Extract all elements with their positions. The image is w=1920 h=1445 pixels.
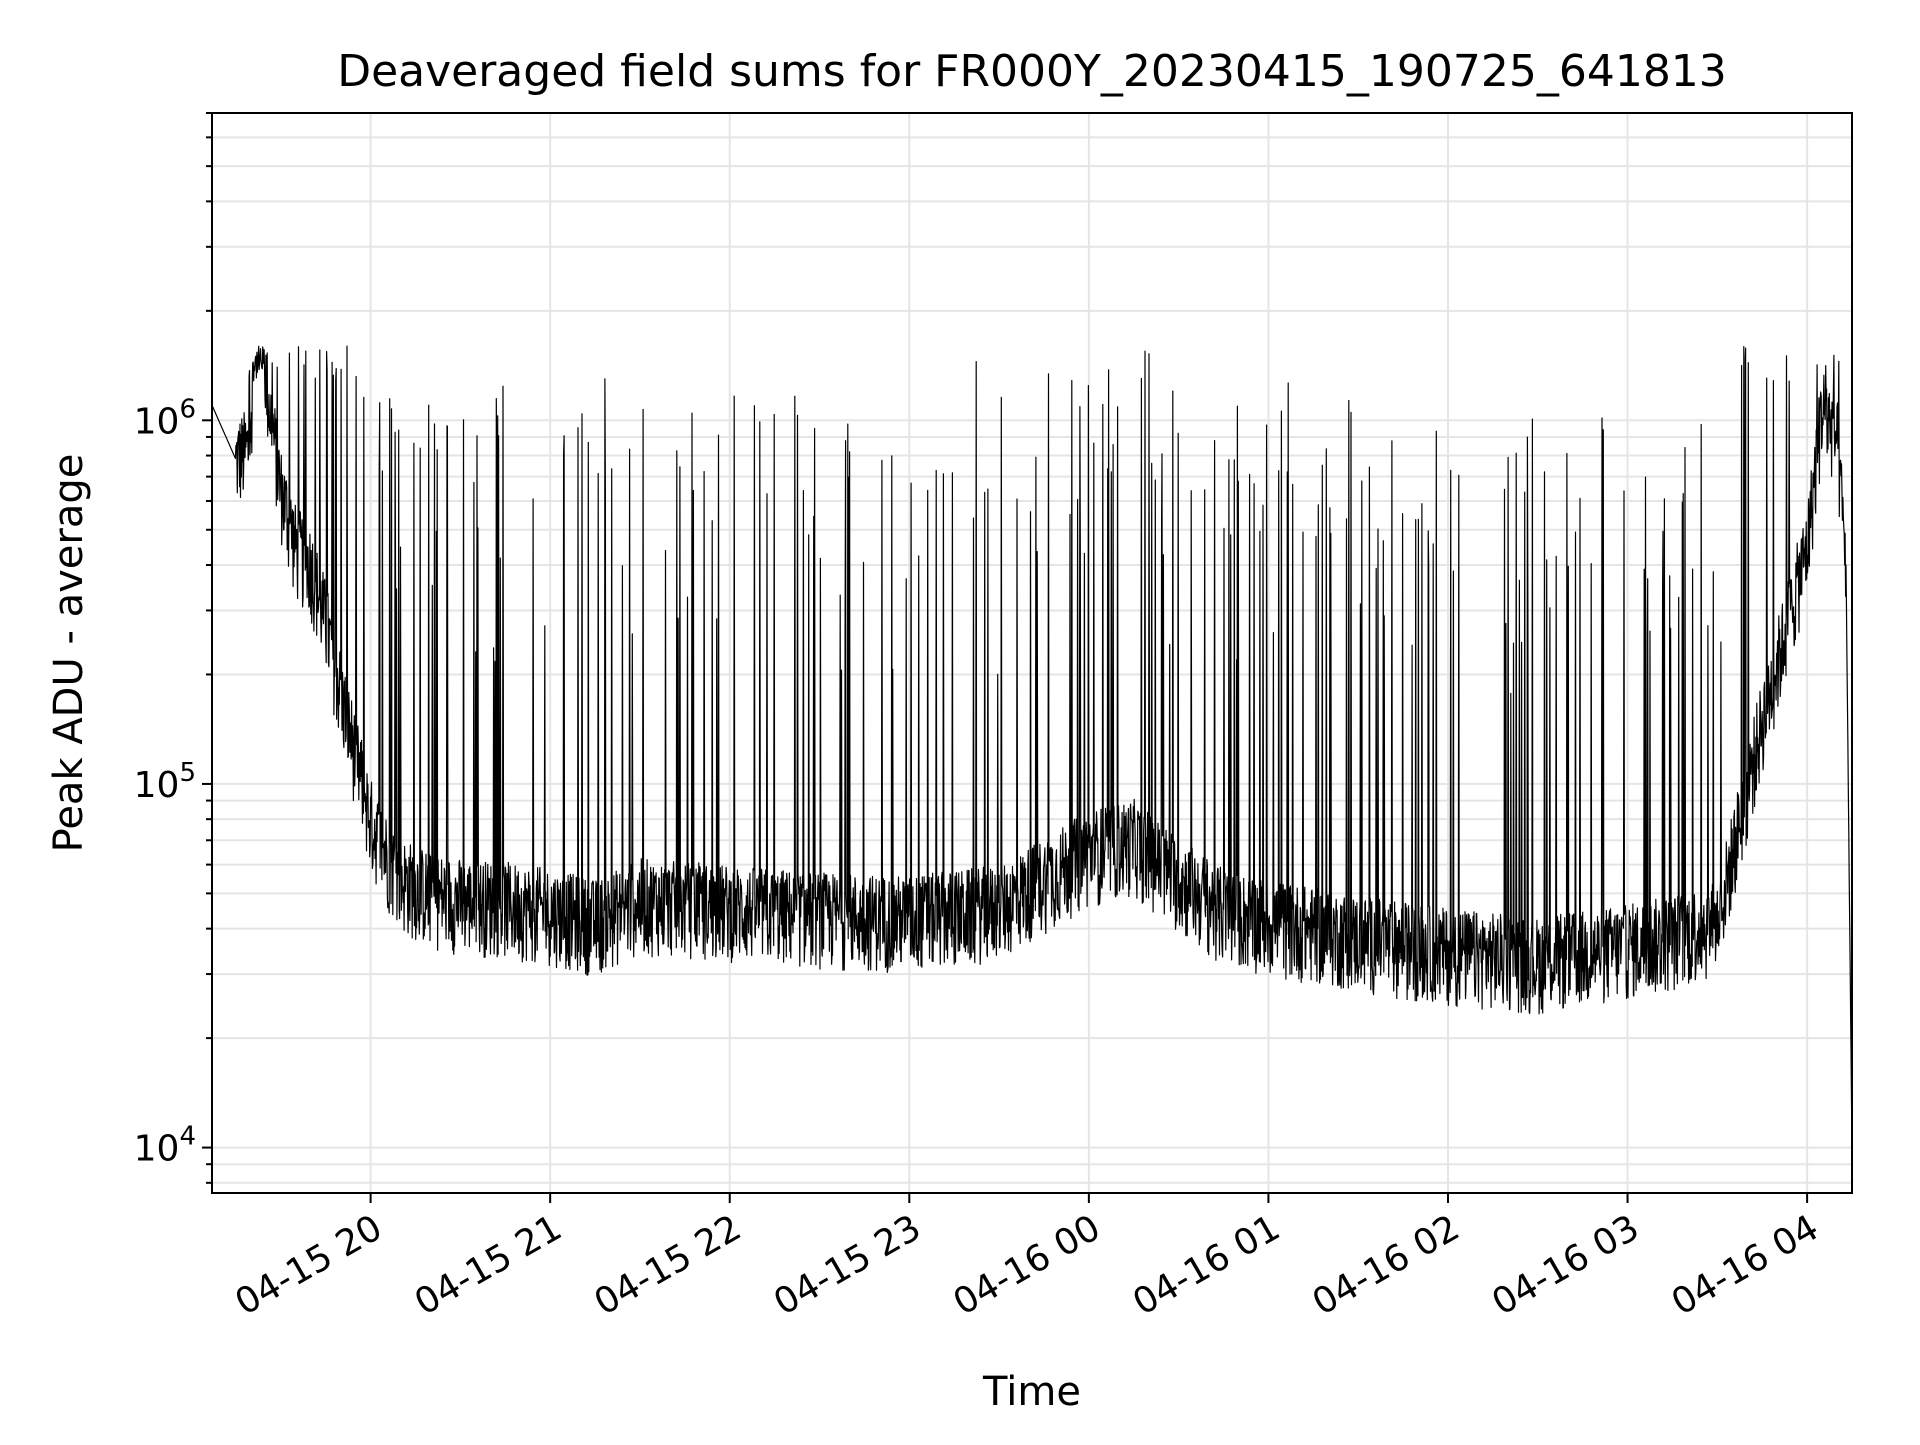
y-tick-label: 104 [134, 1122, 196, 1170]
y-tick-label-exponent: 4 [179, 1122, 196, 1152]
series-line [211, 345, 1853, 1148]
plot-frame [211, 112, 1853, 1194]
y-axis-label: Peak ADU - average [46, 454, 92, 853]
y-tick-label: 106 [134, 394, 196, 442]
y-tick-label-exponent: 6 [179, 394, 196, 424]
x-axis-label: Time [982, 1369, 1081, 1415]
chart-title: Deaveraged field sums for FR000Y_2023041… [337, 46, 1727, 97]
y-tick-label-exponent: 5 [179, 758, 196, 788]
y-tick-label-base: 10 [134, 765, 180, 806]
y-tick-label: 105 [134, 758, 196, 806]
y-tick-label-base: 10 [134, 1129, 180, 1170]
y-tick-label-base: 10 [134, 401, 180, 442]
grid [212, 112, 1852, 1193]
data-layer [211, 345, 1853, 1148]
